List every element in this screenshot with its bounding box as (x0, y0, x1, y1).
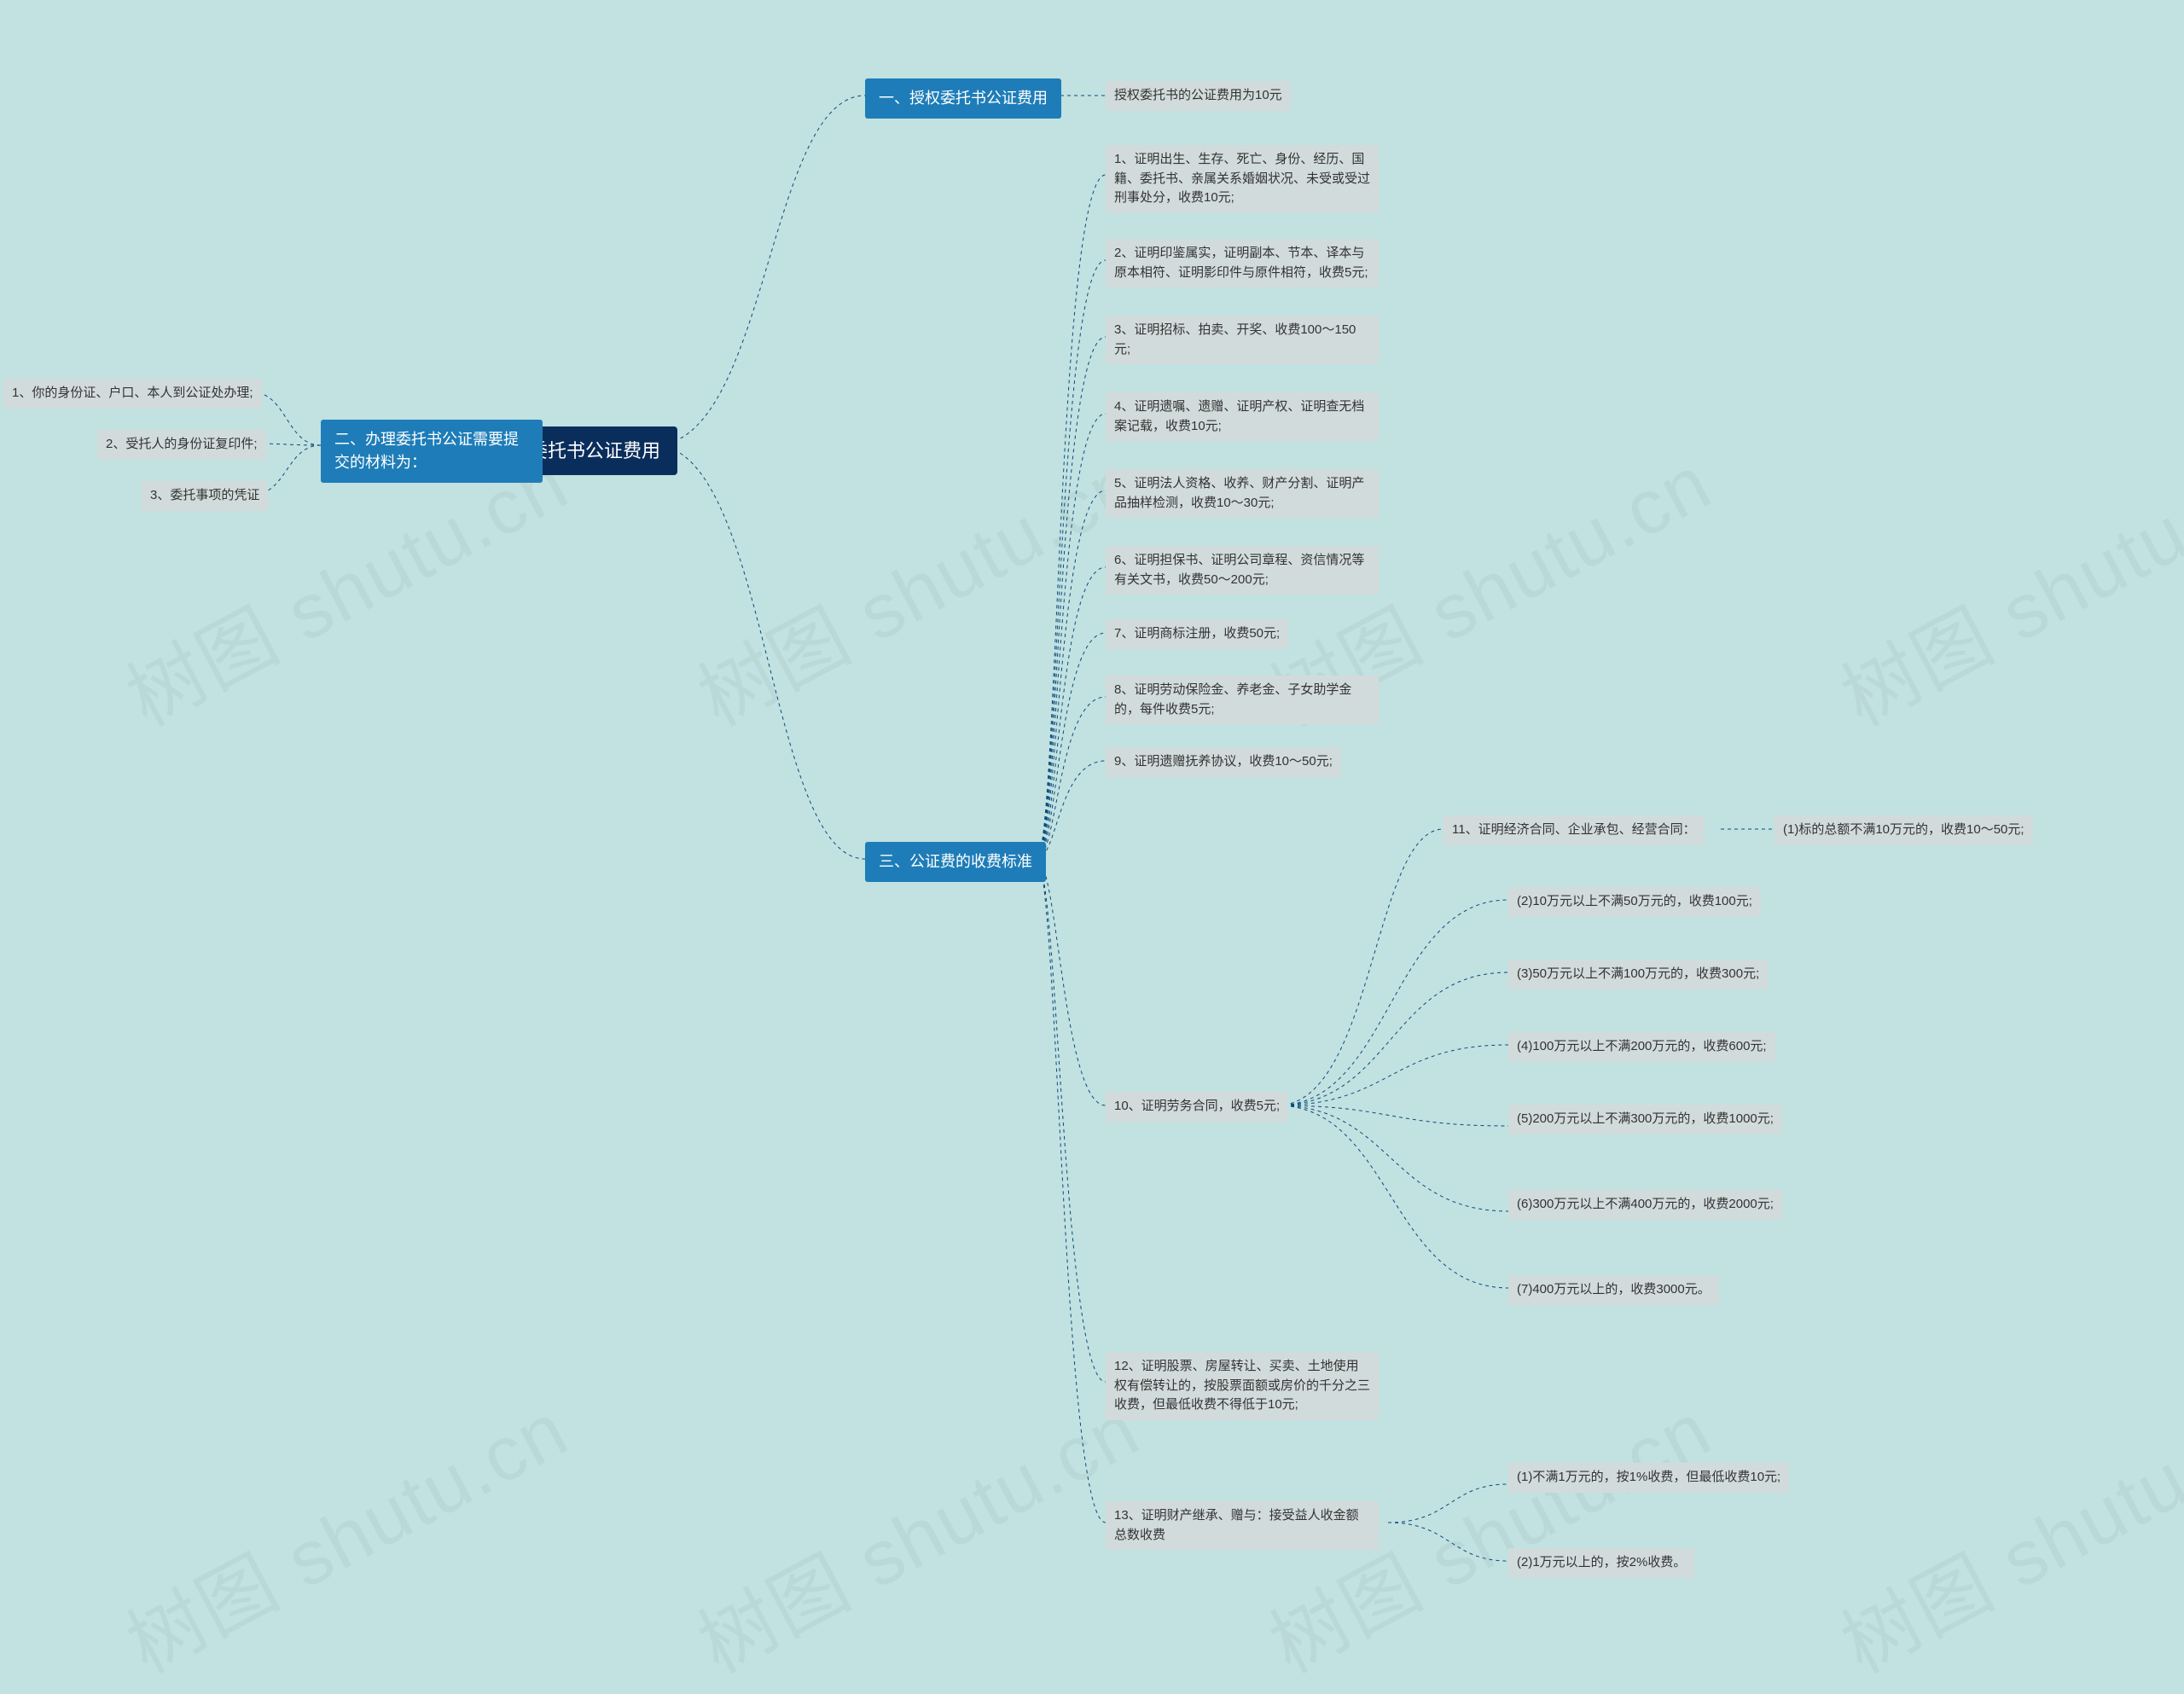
section-3-title: 三、公证费的收费标准 (865, 842, 1046, 882)
sec3-item-13: 13、证明财产继承、赠与：接受益人收金额总数收费 (1106, 1501, 1379, 1550)
sec3-item-4: 4、证明遗嘱、遗赠、证明产权、证明查无档案记载，收费10元; (1106, 392, 1379, 441)
sec3-item-5: 5、证明法人资格、收养、财产分割、证明产品抽样检测，收费10～30元; (1106, 469, 1379, 518)
sec3-item-10-tier-2: (2)10万元以上不满50万元的，收费100元; (1508, 887, 1761, 917)
sec3-item-1: 1、证明出生、生存、死亡、身份、经历、国籍、委托书、亲属关系婚姻状况、未受或受过… (1106, 145, 1379, 213)
sec3-item-10-tier-7: (7)400万元以上的，收费3000元。 (1508, 1275, 1719, 1305)
sec3-item-7: 7、证明商标注册，收费50元; (1106, 619, 1288, 649)
sec2-item-3: 3、委托事项的凭证 (142, 481, 268, 511)
sec3-item-13-tier-1: (1)不满1万元的，按1%收费，但最低收费10元; (1508, 1463, 1789, 1493)
sec3-item-3: 3、证明招标、拍卖、开奖、收费100～150元; (1106, 316, 1379, 364)
watermark: 树图 shutu.cn (677, 421, 1156, 746)
sec3-item-10-tier-5: (5)200万元以上不满300万元的，收费1000元; (1508, 1105, 1782, 1134)
watermark: 树图 shutu.cn (1820, 421, 2184, 746)
sec3-item-13-tier-2: (2)1万元以上的，按2%收费。 (1508, 1548, 1694, 1578)
watermark: 树图 shutu.cn (677, 1368, 1156, 1693)
section-1-title: 一、授权委托书公证费用 (865, 78, 1061, 119)
sec3-item-10-tier-4: (4)100万元以上不满200万元的，收费600元; (1508, 1032, 1775, 1062)
sec3-item-10: 10、证明劳务合同，收费5元; (1106, 1092, 1288, 1122)
sec3-item-8: 8、证明劳动保险金、养老金、子女助学金的，每件收费5元; (1106, 676, 1379, 724)
sec3-item-2: 2、证明印鉴属实，证明副本、节本、译本与原本相符、证明影印件与原件相符，收费5元… (1106, 239, 1379, 287)
sec3-item-9: 9、证明遗赠抚养协议，收费10～50元; (1106, 747, 1341, 777)
watermark: 树图 shutu.cn (105, 1368, 584, 1693)
sec2-item-1: 1、你的身份证、户口、本人到公证处办理; (3, 379, 262, 409)
sec3-item-10-tier-3: (3)50万元以上不满100万元的，收费300元; (1508, 960, 1768, 989)
section-1-leaf: 授权委托书的公证费用为10元 (1106, 81, 1291, 111)
sec3-item-12: 12、证明股票、房屋转让、买卖、土地使用权有偿转让的，按股票面额或房价的千分之三… (1106, 1352, 1379, 1420)
sec3-item-11: 11、证明经济合同、企业承包、经营合同： (1443, 815, 1705, 845)
section-2-title: 二、办理委托书公证需要提交的材料为： (321, 420, 543, 483)
sec3-item-10-tier-6: (6)300万元以上不满400万元的，收费2000元; (1508, 1190, 1782, 1220)
sec2-item-2: 2、受托人的身份证复印件; (97, 430, 266, 460)
sec3-item-6: 6、证明担保书、证明公司章程、资信情况等有关文书，收费50～200元; (1106, 546, 1379, 595)
sec3-item-11-leaf: (1)标的总额不满10万元的，收费10～50元; (1774, 815, 2033, 845)
watermark: 树图 shutu.cn (1820, 1368, 2184, 1693)
